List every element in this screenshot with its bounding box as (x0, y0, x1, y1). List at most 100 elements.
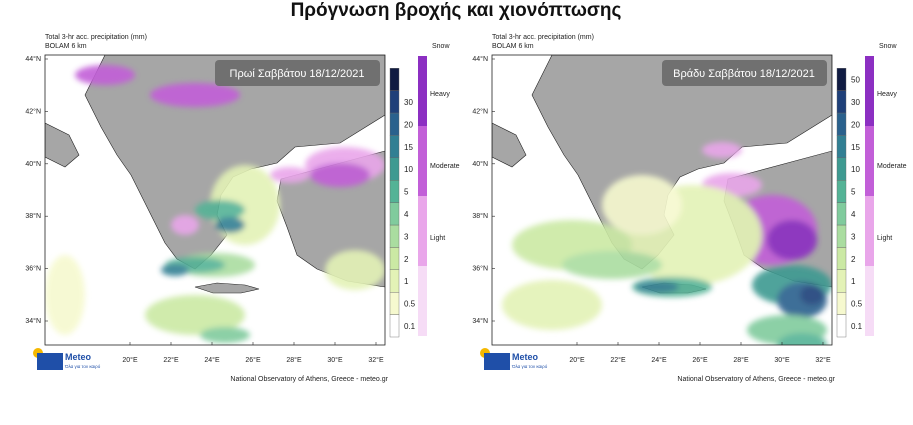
map-frame (491, 54, 833, 346)
forecast-panel: Total 3-hr acc. precipitation (mm) BOLAM … (25, 34, 459, 383)
rain-colorbar-segment (389, 292, 400, 315)
land (492, 122, 527, 168)
precipitation-area (502, 280, 602, 330)
precipitation-area (195, 200, 245, 220)
logo-mark (37, 353, 63, 370)
lat-label: 40°N (472, 160, 488, 168)
lat-label: 34°N (25, 317, 41, 325)
lon-label: 22°E (610, 356, 626, 364)
precipitation-area (702, 142, 742, 158)
lon-label: 30°E (774, 356, 790, 364)
logo-tagline: Όλα για τον καιρό (64, 363, 101, 369)
rain-scale-label: 4 (404, 210, 409, 219)
snow-scale-title: Snow (432, 43, 450, 50)
rain-colorbar-segment (836, 67, 847, 91)
rain-scale-label: 2 (404, 255, 409, 264)
precipitation-area (150, 83, 240, 107)
rain-colorbar-segment (389, 135, 400, 158)
rain-colorbar-segment (389, 314, 400, 338)
rain-scale-label: 1 (404, 277, 409, 286)
map-frame (44, 54, 386, 346)
rain-colorbar-segment (836, 179, 847, 203)
precipitation-field (502, 142, 832, 345)
rain-scale-label: 10 (404, 165, 413, 174)
lon-label: 24°E (204, 356, 220, 364)
rain-scale-label: 2 (851, 255, 856, 264)
time-label-box (662, 60, 827, 86)
rain-scale-label: 3 (404, 232, 409, 241)
rain-colorbar-segment (836, 247, 847, 270)
snow-colorbar-segment (865, 126, 874, 196)
rain-scale-label: 30 (404, 98, 413, 107)
rain-scale-label: 0.5 (404, 300, 416, 309)
precipitation-area (270, 167, 310, 183)
lon-label: 22°E (163, 356, 179, 364)
lon-label: 20°E (122, 356, 138, 364)
snow-scale-label: Heavy (877, 91, 897, 98)
precipitation-area (145, 295, 245, 335)
credit: National Observatory of Athens, Greece -… (677, 376, 835, 383)
snow-colorbar-segment (418, 126, 427, 196)
lat-label: 42°N (25, 107, 41, 115)
snow-colorbar-segment (418, 266, 427, 336)
rain-colorbar-segment (836, 157, 847, 181)
rain-colorbar-segment (389, 90, 400, 114)
credit: National Observatory of Athens, Greece -… (230, 376, 388, 383)
rain-scale-label: 15 (851, 143, 860, 152)
precipitation-area (45, 255, 85, 335)
snow-scale-label: Moderate (877, 163, 907, 170)
lat-label: 40°N (25, 160, 41, 168)
lat-label: 44°N (25, 55, 41, 63)
precipitation-area (200, 327, 250, 343)
panel-header: BOLAM 6 km (45, 43, 87, 50)
lat-label: 44°N (472, 55, 488, 63)
rain-colorbar-segment (389, 224, 400, 248)
lat-label: 38°N (25, 212, 41, 220)
lat-label: 38°N (472, 212, 488, 220)
panel-header: Total 3-hr acc. precipitation (mm) (45, 34, 147, 41)
rain-scale-label: 15 (404, 143, 413, 152)
logo-name: Meteo (65, 352, 92, 362)
time-label: Πρωί Σαββάτου 18/12/2021 (230, 68, 365, 80)
precipitation-area (310, 163, 370, 187)
map (45, 55, 385, 345)
land (84, 55, 385, 270)
precipitation-area (800, 285, 824, 305)
snow-scale-label: Moderate (430, 163, 460, 170)
lat-label: 42°N (472, 107, 488, 115)
time-label: Βράδυ Σαββάτου 18/12/2021 (673, 68, 815, 80)
snow-colorbar-segment (865, 196, 874, 266)
precipitation-area (635, 281, 679, 293)
rain-scale-label: 3 (851, 232, 856, 241)
precipitation-area (767, 220, 817, 260)
logo-name: Meteo (512, 352, 539, 362)
precipitation-area (161, 264, 189, 276)
precipitation-area (325, 250, 385, 290)
precipitation-area (602, 175, 682, 235)
rain-scale-label: 4 (851, 210, 856, 219)
lat-label: 36°N (472, 265, 488, 273)
rain-colorbar-segment (389, 157, 400, 181)
rain-scale-label: 0.1 (404, 322, 416, 331)
precipitation-area (75, 65, 135, 85)
rain-colorbar-segment (836, 292, 847, 315)
rain-scale-label: 0.1 (851, 322, 863, 331)
rain-colorbar-segment (836, 135, 847, 158)
snow-colorbar-segment (418, 196, 427, 266)
rain-scale-label: 20 (851, 120, 860, 129)
rain-scale-label: 0.5 (851, 300, 863, 309)
logo-mark (484, 353, 510, 370)
precipitation-area (562, 251, 662, 279)
rain-scale-label: 20 (404, 120, 413, 129)
snow-colorbar-segment (865, 266, 874, 336)
logo-tagline: Όλα για τον καιρό (511, 363, 548, 369)
panel-header: Total 3-hr acc. precipitation (mm) (492, 34, 594, 41)
page-title: Πρόγνωση βροχής και χιονόπτωσης (291, 0, 622, 21)
time-label-box (215, 60, 380, 86)
lon-label: 32°E (368, 356, 384, 364)
map (492, 55, 832, 345)
snow-scale-title: Snow (879, 43, 897, 50)
land (194, 282, 260, 294)
